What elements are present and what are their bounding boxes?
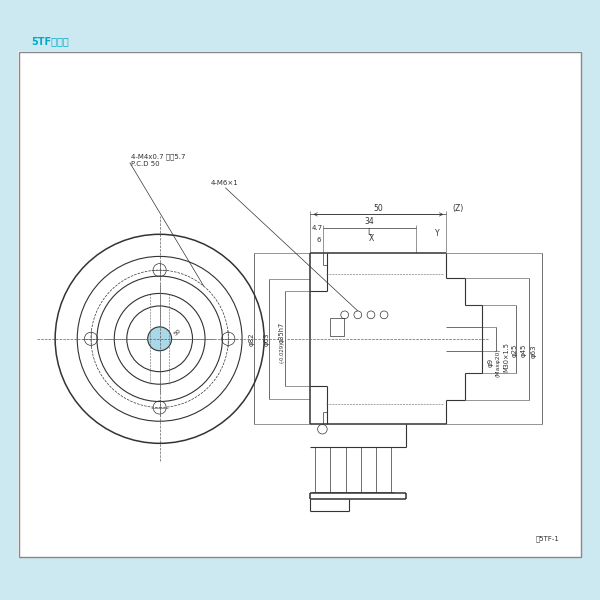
Text: 4-M6×1: 4-M6×1: [211, 180, 238, 186]
Text: φ63: φ63: [531, 344, 537, 358]
Text: L: L: [367, 228, 371, 237]
Text: 図5TF-1: 図5TF-1: [536, 535, 560, 542]
Text: 4-M4x0.7 深サ5.7: 4-M4x0.7 深サ5.7: [131, 154, 185, 160]
Text: 4.7: 4.7: [311, 224, 322, 230]
Text: φ63: φ63: [264, 332, 270, 346]
Text: φ9: φ9: [488, 358, 494, 367]
Bar: [19, 52, 581, 557]
Text: X: X: [368, 234, 374, 243]
Text: φ82: φ82: [249, 332, 255, 346]
Text: 5TF寸法図: 5TF寸法図: [31, 36, 69, 46]
Text: φ25: φ25: [512, 344, 518, 358]
Circle shape: [148, 327, 172, 351]
Text: 34: 34: [365, 217, 374, 226]
Text: (Z): (Z): [452, 203, 464, 212]
Text: M30×1.5: M30×1.5: [503, 342, 509, 372]
Bar: [331, 318, 344, 336]
Text: P.C.D 50: P.C.D 50: [131, 161, 160, 167]
Text: 6: 6: [316, 237, 321, 243]
Text: Y: Y: [434, 229, 439, 238]
Text: (Maxφ20): (Maxφ20): [496, 349, 501, 377]
Text: φ35h7: φ35h7: [279, 322, 285, 343]
Text: (-0.029): (-0.029): [279, 341, 284, 362]
Text: 50: 50: [374, 203, 383, 212]
Bar: [19, 52, 581, 557]
Text: 50: 50: [173, 328, 182, 337]
Text: φ45: φ45: [520, 344, 526, 358]
